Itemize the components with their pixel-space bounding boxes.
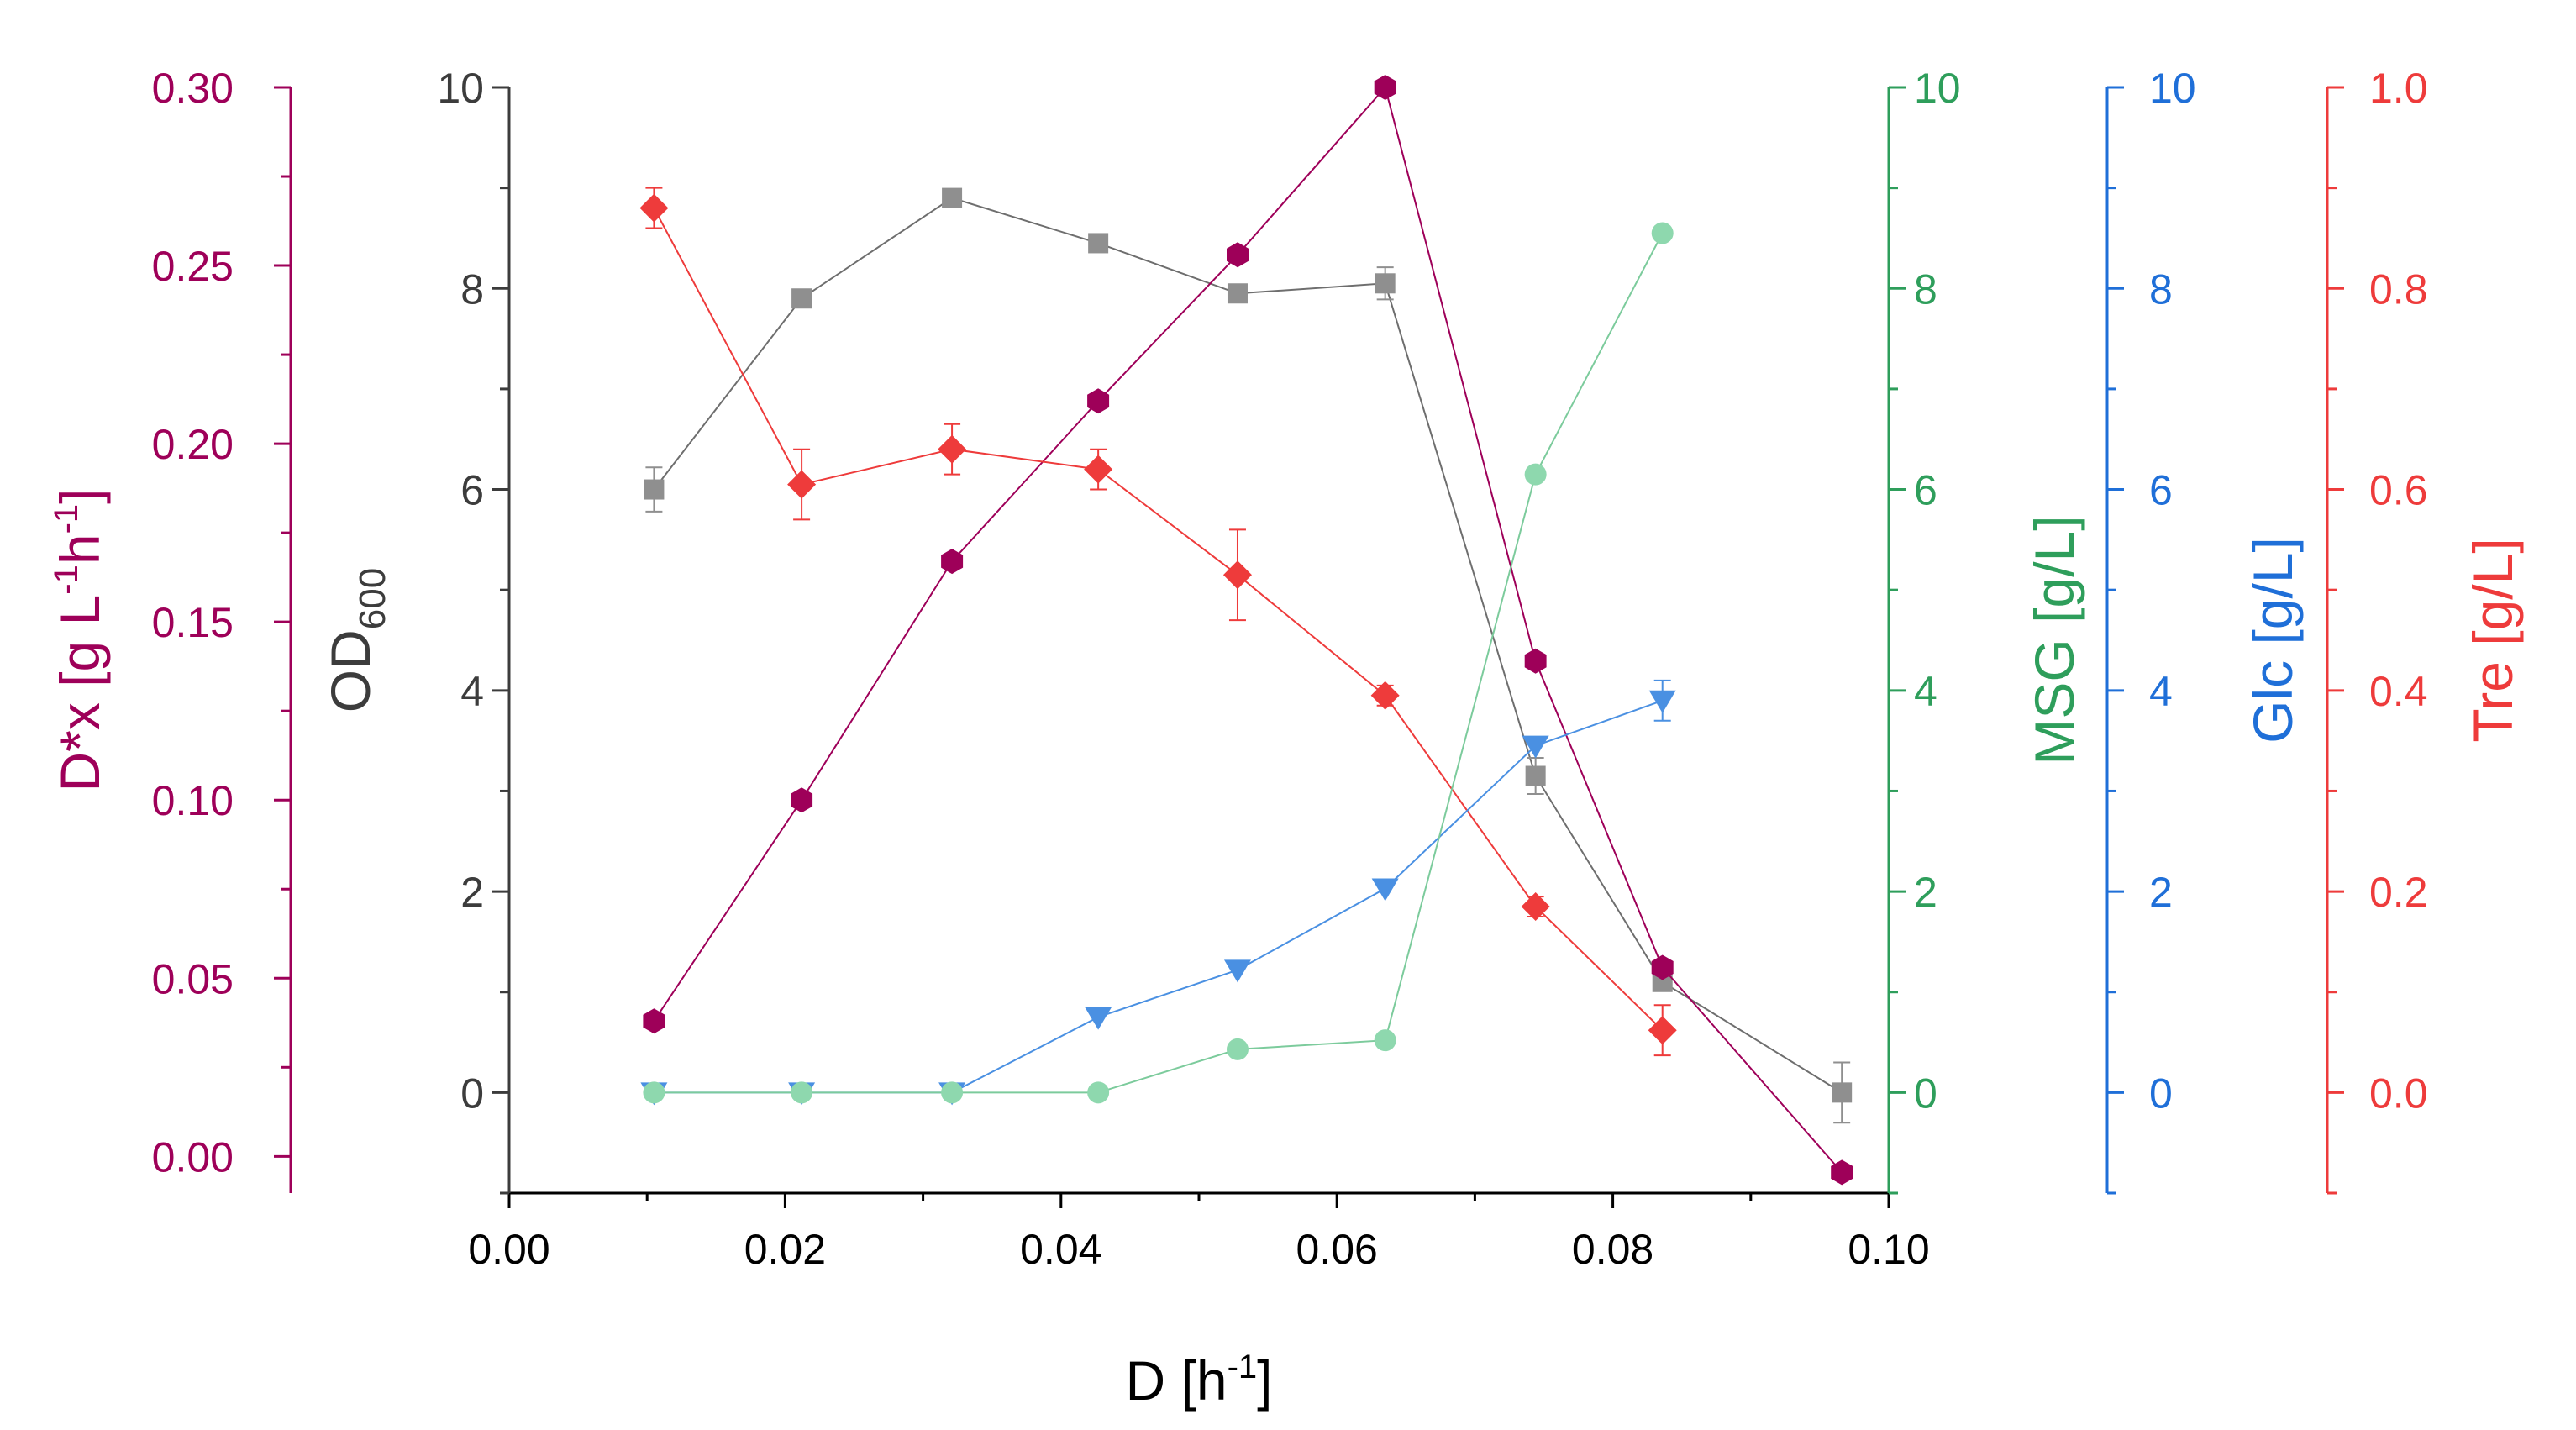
od-tick-label: 0 [460, 1070, 484, 1117]
data-point-tre [1370, 681, 1400, 710]
glc-tick-label: 6 [2149, 467, 2173, 514]
tre-axis-title: Tre [g/L] [2462, 538, 2524, 742]
data-point-msg [643, 1081, 665, 1104]
data-point-dx [941, 549, 964, 575]
data-point-tre [1648, 1016, 1677, 1045]
data-point-tre [1521, 892, 1550, 922]
glc-tick-label: 4 [2149, 668, 2173, 715]
data-point-glc [1648, 690, 1676, 713]
tre-tick-label: 0.4 [2369, 668, 2428, 715]
series-glc [640, 679, 1676, 1106]
data-point-glc [1223, 959, 1251, 983]
msg-tick-label: 2 [1914, 869, 1937, 916]
x-tick-label: 0.00 [468, 1226, 549, 1273]
data-point-msg [791, 1081, 813, 1104]
data-point-od [1088, 233, 1109, 254]
data-point-msg [1226, 1038, 1249, 1060]
od-tick-label: 8 [460, 265, 484, 313]
series-od [644, 187, 1853, 1124]
series-line-msg [654, 233, 1664, 1094]
dx-tick-label: 0.20 [152, 421, 234, 468]
data-point-od [791, 288, 812, 309]
axes-layer [274, 86, 2344, 1208]
data-point-glc [1522, 735, 1549, 759]
glc-axis-title: Glc [g/L] [2242, 537, 2304, 744]
tre-tick-label: 0.0 [2369, 1070, 2428, 1117]
glc-tick-label: 2 [2149, 869, 2173, 916]
data-point-glc [1371, 878, 1399, 902]
x-tick-label: 0.06 [1296, 1226, 1378, 1273]
msg-tick-label: 10 [1914, 65, 1961, 112]
od-tick-label: 2 [460, 869, 484, 916]
x-axis-title: D [h-1] [1126, 1349, 1273, 1412]
dx-tick-label: 0.25 [152, 243, 234, 290]
data-point-od [1832, 1082, 1853, 1103]
dx-tick-label: 0.10 [152, 777, 234, 824]
x-tick-label: 0.02 [744, 1226, 826, 1273]
x-tick-label: 0.10 [1848, 1226, 1929, 1273]
series-msg [643, 222, 1674, 1104]
msg-axis-title: MSG [g/L] [2023, 515, 2085, 765]
data-point-msg [1524, 463, 1547, 486]
data-point-msg [941, 1081, 964, 1104]
x-tick-label: 0.08 [1572, 1226, 1653, 1273]
data-point-od [1375, 273, 1396, 294]
data-point-dx [1651, 954, 1674, 980]
tre-tick-label: 0.2 [2369, 869, 2428, 916]
msg-tick-label: 0 [1914, 1070, 1937, 1117]
glc-tick-label: 0 [2149, 1070, 2173, 1117]
data-point-dx [791, 787, 813, 813]
msg-tick-label: 6 [1914, 467, 1937, 514]
tre-tick-label: 0.6 [2369, 467, 2428, 514]
dx-tick-label: 0.30 [152, 65, 234, 112]
data-point-tre [938, 434, 967, 464]
data-point-dx [1524, 648, 1547, 674]
dx-tick-label: 0.15 [152, 599, 234, 646]
series-line-tre [653, 208, 1664, 1031]
glc-tick-label: 10 [2149, 65, 2196, 112]
data-point-tre [1222, 560, 1252, 590]
data-point-dx [643, 1008, 665, 1034]
data-point-dx [1087, 388, 1110, 414]
msg-tick-label: 8 [1914, 265, 1937, 313]
tre-tick-label: 1.0 [2369, 65, 2428, 112]
data-point-msg [1651, 222, 1674, 244]
data-point-od [644, 479, 665, 500]
od-tick-label: 4 [460, 668, 484, 715]
od-tick-label: 6 [460, 467, 484, 514]
x-tick-label: 0.04 [1020, 1226, 1101, 1273]
msg-tick-label: 4 [1914, 668, 1937, 715]
od-tick-label: 10 [437, 65, 484, 112]
series-tre [639, 187, 1677, 1057]
series-dx [643, 75, 1853, 1186]
series-line-glc [654, 699, 1664, 1094]
glc-tick-label: 8 [2149, 265, 2173, 313]
data-point-tre [1084, 455, 1113, 484]
data-point-dx [1374, 75, 1396, 100]
dx-axis-title: D*x [g L-1h-1] [48, 489, 111, 792]
data-point-od [1227, 283, 1248, 304]
labels-layer: 0.00 0.02 0.04 0.06 0.08 0.10D [h-1]0.000.050… [48, 65, 2524, 1412]
data-point-dx [1227, 242, 1249, 268]
data-point-msg [1087, 1081, 1110, 1104]
data-point-od [1525, 765, 1546, 786]
dx-tick-label: 0.05 [152, 955, 234, 1002]
dx-tick-label: 0.00 [152, 1133, 234, 1180]
tre-tick-label: 0.8 [2369, 265, 2428, 313]
data-point-msg [1374, 1029, 1396, 1052]
od-axis-title: OD600 [319, 568, 393, 712]
data-point-od [942, 187, 963, 208]
data-point-tre [787, 470, 817, 499]
data-point-glc [1085, 1007, 1112, 1030]
series-layer [639, 75, 1853, 1186]
data-point-tre [639, 193, 669, 223]
data-point-dx [1831, 1159, 1853, 1186]
